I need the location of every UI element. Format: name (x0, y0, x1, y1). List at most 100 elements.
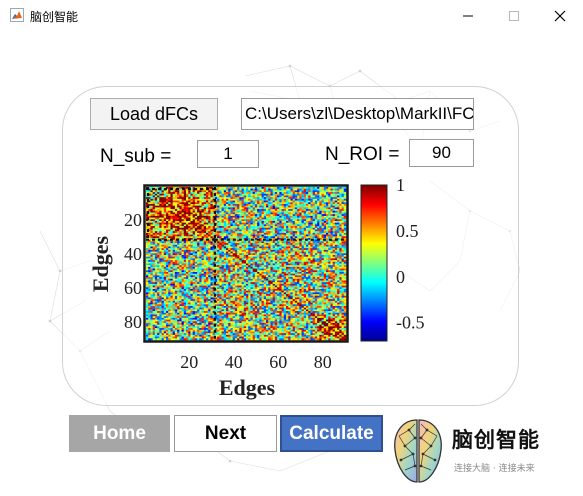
heatmap-cell (337, 205, 340, 208)
heatmap-cell (314, 187, 318, 190)
heatmap-cell (228, 214, 231, 217)
heatmap-cell (197, 210, 200, 213)
heatmap-cell (237, 272, 240, 275)
heatmap-cell (308, 226, 311, 229)
heatmap-cell (270, 272, 274, 275)
heatmap-cell (301, 248, 305, 251)
heatmap-cell (210, 198, 214, 201)
heatmap-cell (192, 260, 196, 263)
heatmap-cell (277, 272, 280, 275)
maximize-button[interactable] (491, 0, 537, 31)
heatmap-cell (217, 231, 220, 234)
heatmap-cell (172, 227, 176, 230)
heatmap-cell (341, 204, 345, 207)
heatmap-cell (319, 236, 322, 239)
heatmap-cell (166, 215, 169, 218)
heatmap-cell (286, 190, 289, 193)
heatmap-cell (341, 190, 345, 193)
heatmap-cell (332, 193, 336, 196)
file-path-field[interactable]: C:\Users\zl\Desktop\MarkII\FC_su (241, 98, 474, 130)
heatmap-cell (228, 255, 231, 258)
heatmap-cell (168, 229, 171, 232)
heatmap-cell (270, 261, 274, 264)
heatmap-cell (161, 256, 165, 259)
heatmap-cell (294, 190, 298, 193)
heatmap-cell (243, 241, 247, 244)
heatmap-cell (219, 243, 222, 246)
heatmap-cell (292, 261, 296, 264)
heatmap-cell (226, 243, 229, 246)
heatmap-cell (159, 217, 162, 220)
heatmap-cell (270, 258, 274, 261)
heatmap-cell (290, 268, 294, 271)
heatmap-cell (161, 226, 165, 229)
heatmap-cell (183, 268, 187, 271)
heatmap-cell (239, 249, 242, 252)
heatmap-cell (172, 190, 176, 193)
heatmap-cell (250, 190, 254, 193)
heatmap-cell (199, 193, 202, 196)
heatmap-cell (199, 263, 202, 266)
heatmap-cell (294, 265, 298, 268)
heatmap-cell (308, 243, 311, 246)
heatmap-cell (312, 231, 316, 234)
heatmap-cell (250, 275, 254, 278)
minimize-button[interactable] (445, 0, 491, 31)
heatmap-cell (192, 249, 196, 252)
heatmap-cell (161, 214, 165, 217)
heatmap-cell (290, 222, 294, 225)
heatmap-cell (239, 232, 242, 235)
heatmap-cell (190, 280, 194, 283)
heatmap-cell (166, 200, 169, 203)
heatmap-cell (214, 278, 218, 281)
heatmap-cell (257, 231, 260, 234)
heatmap-cell (239, 214, 242, 217)
heatmap-cell (306, 268, 309, 271)
heatmap-cell (314, 231, 318, 234)
heatmap-cell (246, 212, 249, 215)
heatmap-cell (303, 188, 307, 191)
heatmap-cell (161, 255, 165, 258)
heatmap-cell (268, 195, 271, 198)
heatmap-cell (190, 241, 194, 244)
heatmap-cell (252, 232, 256, 235)
heatmap-cell (279, 270, 282, 273)
heatmap-cell (303, 278, 307, 281)
heatmap-cell (312, 222, 316, 225)
n-sub-field[interactable]: 1 (197, 140, 259, 168)
heatmap-cell (199, 268, 202, 271)
heatmap-cell (161, 227, 165, 230)
heatmap-cell (268, 221, 271, 224)
heatmap-cell (237, 187, 240, 190)
heatmap-cell (223, 195, 227, 198)
heatmap-cell (214, 195, 218, 198)
heatmap-cell (288, 251, 291, 254)
heatmap-cell (270, 265, 274, 268)
heatmap-cell (234, 246, 238, 249)
heatmap-cell (294, 246, 298, 249)
n-roi-field[interactable]: 90 (409, 139, 474, 167)
heatmap-cell (317, 190, 320, 193)
heatmap-cell (268, 270, 271, 273)
heatmap-cell (310, 258, 314, 261)
heatmap-cell (237, 231, 240, 234)
heatmap-cell (254, 188, 258, 191)
heatmap-cell (301, 215, 305, 218)
heatmap-cell (232, 234, 236, 237)
heatmap-cell (172, 217, 176, 220)
heatmap-cell (310, 217, 314, 220)
heatmap-cell (203, 234, 207, 237)
heatmap-cell (208, 241, 211, 244)
heatmap-cell (326, 241, 329, 244)
heatmap-cell (303, 221, 307, 224)
heatmap-cell (343, 238, 347, 241)
heatmap-cell (343, 229, 347, 232)
heatmap-cell (154, 227, 158, 230)
heatmap-cell (343, 261, 347, 264)
load-dfcs-button[interactable]: Load dFCs (90, 98, 218, 130)
heatmap-cell (161, 219, 165, 222)
heatmap-cell (254, 221, 258, 224)
heatmap-cell (252, 239, 256, 242)
heatmap-cell (150, 265, 154, 268)
close-button[interactable] (537, 0, 583, 31)
